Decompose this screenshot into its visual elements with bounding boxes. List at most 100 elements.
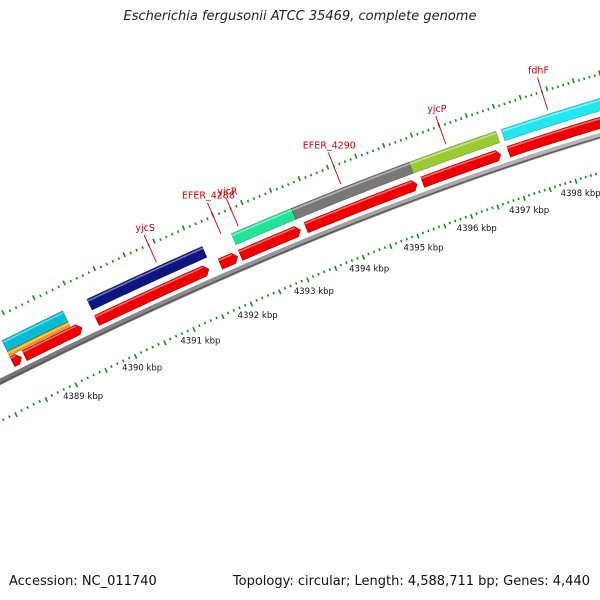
- cds-arrow: [506, 116, 600, 158]
- outer-tick-mark: [449, 120, 452, 124]
- gene-label: EFER_4288: [182, 191, 235, 202]
- outer-tick-mark: [551, 86, 554, 90]
- outer-tick-mark: [129, 251, 133, 255]
- feature-bar-highlight: [2, 311, 64, 344]
- inner-tick-mark: [569, 180, 572, 184]
- inner-tick-mark: [448, 221, 452, 225]
- outer-tick-mark: [194, 222, 197, 226]
- inner-tick-mark: [32, 402, 35, 406]
- kbp-label: 4398 kbp: [561, 189, 600, 199]
- outer-tick-mark: [470, 113, 474, 117]
- feature-bar-highlight: [409, 132, 497, 165]
- inner-tick-mark: [1, 418, 5, 422]
- inner-tick-mark: [367, 252, 370, 256]
- inner-tick-mark: [589, 174, 593, 177]
- inner-tick-mark: [243, 303, 247, 307]
- cds-arrow-highlight: [507, 117, 600, 149]
- inner-tick-mark: [272, 291, 275, 295]
- inner-tick-mark: [249, 301, 254, 307]
- gene-label: EFER_4290: [303, 140, 356, 151]
- inner-tick-mark: [74, 382, 79, 388]
- outer-tick-mark: [57, 285, 60, 289]
- outer-tick-mark: [1, 310, 6, 316]
- kbp-label: 4392 kbp: [238, 311, 278, 321]
- outer-tick-mark: [200, 219, 203, 223]
- outer-tick-mark: [460, 117, 463, 121]
- outer-tick-mark: [562, 83, 565, 87]
- inner-tick-mark: [62, 388, 66, 392]
- inner-tick-mark: [104, 367, 108, 374]
- inner-tick-mark: [98, 370, 101, 374]
- inner-tick-mark: [328, 268, 331, 271]
- feature-bar: [500, 98, 600, 142]
- gene-label: yjcR: [217, 187, 237, 198]
- inner-tick-mark: [432, 227, 435, 231]
- outer-tick-mark: [258, 194, 261, 198]
- inner-tick-mark: [496, 204, 500, 210]
- inner-tick-mark: [464, 215, 468, 219]
- outer-tick-mark: [31, 295, 36, 301]
- outer-tick-mark: [268, 187, 273, 194]
- gene-label-leader: [327, 152, 342, 185]
- feature-bar-highlight: [87, 247, 204, 302]
- cds-arrow-highlight: [22, 325, 77, 353]
- outer-tick-mark: [394, 141, 397, 144]
- inner-tick-mark: [538, 190, 541, 194]
- outer-tick-mark: [354, 153, 358, 159]
- inner-tick-mark: [198, 324, 201, 328]
- backbone-layer: [0, 132, 600, 386]
- inner-tick-mark: [378, 248, 381, 252]
- inner-tick-mark: [215, 316, 218, 320]
- outer-tick-mark: [281, 185, 284, 189]
- cds-arrow: [420, 150, 502, 188]
- feature-bar-highlight: [501, 99, 600, 133]
- inner-tick-mark: [278, 289, 282, 295]
- outer-tick-mark: [170, 232, 174, 236]
- outer-tick-mark: [105, 262, 109, 266]
- outer-tick-mark: [535, 91, 538, 95]
- cds-arrow: [9, 354, 22, 367]
- outer-tick-mark: [246, 199, 250, 203]
- outer-tick-mark: [556, 85, 559, 89]
- outer-tick-mark: [99, 265, 103, 269]
- inner-tick-mark: [86, 376, 89, 380]
- cds-arrow-highlight: [238, 227, 296, 253]
- inner-tick-mark: [517, 197, 520, 201]
- inner-tick-mark: [238, 306, 241, 310]
- inner-tick-mark: [294, 281, 298, 285]
- gene-label-leader: [225, 198, 239, 227]
- gene-label: yjcP: [427, 104, 446, 115]
- outer-tick-mark: [432, 126, 436, 130]
- outer-tick-mark: [343, 160, 347, 164]
- inner-tick-mark: [157, 342, 160, 346]
- inner-tick-mark: [306, 277, 310, 283]
- inner-tick-mark: [527, 193, 531, 197]
- outer-tick-mark: [421, 130, 425, 134]
- inner-tick-mark: [339, 263, 343, 267]
- outer-tick-mark: [427, 128, 430, 132]
- outer-tick-mark: [51, 288, 54, 292]
- genome-summary-text: Topology: circular; Length: 4,588,711 bp…: [232, 574, 590, 589]
- cds-arrow-highlight: [218, 253, 233, 262]
- inner-tick-mark: [383, 246, 387, 249]
- feature-bar-highlight: [231, 209, 293, 237]
- feature-bar: [291, 161, 414, 220]
- accession-text: Accession: NC_011740: [9, 574, 157, 589]
- outer-tick-mark: [514, 98, 517, 102]
- outer-tick-mark: [371, 149, 375, 153]
- kbp-labels-layer: 4389 kbp 4390 kbp 4391 kbp 4392 kbp 4393 kbp…: [63, 189, 600, 402]
- outer-tick-mark: [338, 162, 341, 166]
- outer-tick-mark: [588, 75, 591, 79]
- inner-tick-mark: [110, 364, 113, 368]
- kbp-label: 4397 kbp: [509, 206, 549, 216]
- outer-tick-mark: [20, 303, 24, 307]
- outer-tick-mark: [45, 291, 48, 295]
- outer-tick-mark: [454, 119, 457, 122]
- outer-tick-mark: [188, 224, 192, 228]
- inner-tick-mark: [20, 409, 23, 412]
- outer-tick-mark: [287, 182, 290, 186]
- inner-tick-mark: [475, 211, 478, 215]
- cds-arrow: [237, 226, 301, 261]
- outer-tick-mark: [530, 93, 533, 97]
